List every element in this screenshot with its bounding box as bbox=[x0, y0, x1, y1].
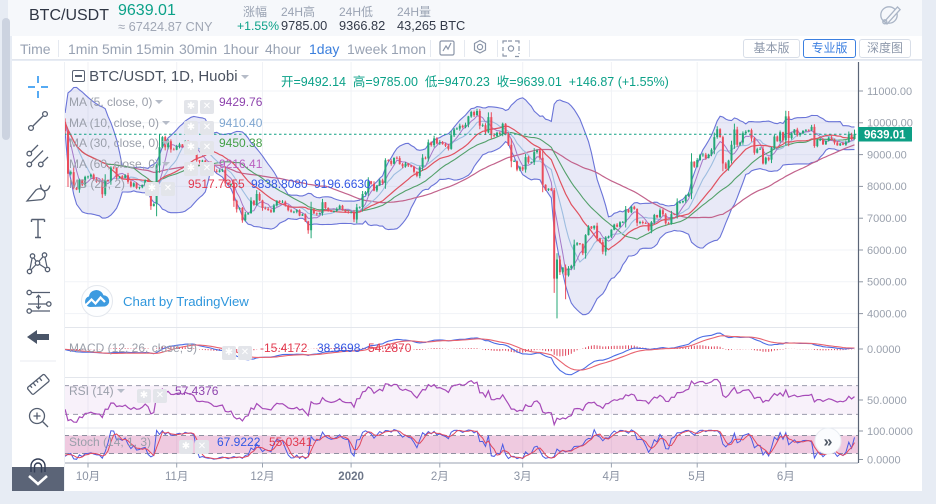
svg-text:5000.00: 5000.00 bbox=[867, 277, 907, 289]
svg-text:50.0000: 50.0000 bbox=[867, 395, 907, 407]
svg-text:2020: 2020 bbox=[338, 471, 364, 483]
svg-text:7000.00: 7000.00 bbox=[867, 213, 907, 225]
svg-text:0.0000: 0.0000 bbox=[867, 344, 901, 356]
svg-text:9000.00: 9000.00 bbox=[867, 149, 907, 161]
svg-text:0.0000: 0.0000 bbox=[867, 454, 901, 466]
svg-text:6000.00: 6000.00 bbox=[867, 245, 907, 257]
svg-text:3月: 3月 bbox=[514, 471, 532, 483]
svg-text:10000.00: 10000.00 bbox=[867, 118, 913, 130]
svg-text:2月: 2月 bbox=[431, 471, 449, 483]
svg-text:9639.01: 9639.01 bbox=[864, 129, 906, 141]
svg-text:8000.00: 8000.00 bbox=[867, 181, 907, 193]
svg-text:11月: 11月 bbox=[165, 471, 188, 483]
svg-text:»: » bbox=[824, 434, 833, 451]
svg-text:5月: 5月 bbox=[688, 471, 706, 483]
svg-text:12月: 12月 bbox=[250, 471, 274, 483]
svg-text:100.0000: 100.0000 bbox=[867, 426, 913, 438]
svg-text:4000.00: 4000.00 bbox=[867, 308, 907, 320]
svg-text:11000.00: 11000.00 bbox=[867, 86, 912, 98]
svg-text:6月: 6月 bbox=[777, 471, 795, 483]
svg-text:10月: 10月 bbox=[76, 471, 100, 483]
svg-text:4月: 4月 bbox=[602, 471, 620, 483]
